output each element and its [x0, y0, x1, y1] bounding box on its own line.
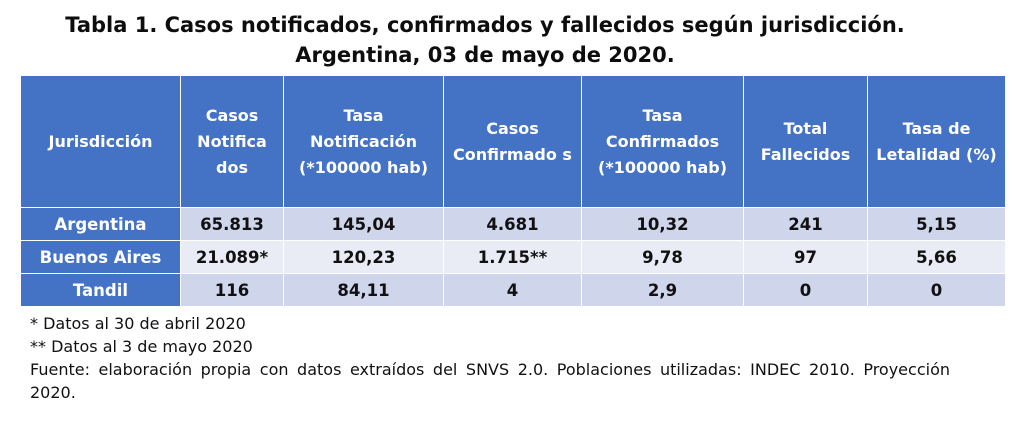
cell-casos-confirmados: 1.715** — [443, 240, 582, 274]
header-total-fallecidos: Total Fallecidos — [743, 75, 868, 208]
header-casos-notificados: Casos Notifica dos — [180, 75, 284, 208]
cell-tasa-letalidad: 5,15 — [867, 207, 1006, 241]
cell-casos-notificados: 65.813 — [180, 207, 284, 241]
cases-table: Jurisdicción Casos Notifica dos Tasa Not… — [20, 75, 1006, 307]
cell-tasa-confirmados: 9,78 — [581, 240, 744, 274]
header-tasa-letalidad: Tasa de Letalidad (%) — [867, 75, 1006, 208]
cell-tasa-notificacion: 84,11 — [283, 273, 444, 307]
cell-tasa-letalidad: 5,66 — [867, 240, 1006, 274]
footnote-1: * Datos al 30 de abril 2020 — [30, 314, 246, 333]
table-footnotes: * Datos al 30 de abril 2020 ** Datos al … — [30, 312, 950, 404]
cell-casos-confirmados: 4 — [443, 273, 582, 307]
cell-casos-confirmados: 4.681 — [443, 207, 582, 241]
cell-total-fallecidos: 241 — [743, 207, 868, 241]
header-casos-confirmados: Casos Confirmado s — [443, 75, 582, 208]
cell-tasa-confirmados: 2,9 — [581, 273, 744, 307]
cell-total-fallecidos: 97 — [743, 240, 868, 274]
header-tasa-notificacion: Tasa Notificación (*100000 hab) — [283, 75, 444, 208]
cell-jurisdiccion: Buenos Aires — [20, 240, 181, 274]
cell-jurisdiccion: Argentina — [20, 207, 181, 241]
cell-tasa-confirmados: 10,32 — [581, 207, 744, 241]
cell-jurisdiccion: Tandil — [20, 273, 181, 307]
title-line-1: Tabla 1. Casos notificados, confirmados … — [65, 13, 905, 37]
table-title: Tabla 1. Casos notificados, confirmados … — [0, 10, 970, 70]
header-jurisdiccion: Jurisdicción — [20, 75, 181, 208]
cell-casos-notificados: 116 — [180, 273, 284, 307]
header-tasa-confirmados: Tasa Confirmados (*100000 hab) — [581, 75, 744, 208]
table-row: Buenos Aires 21.089* 120,23 1.715** 9,78… — [20, 240, 1006, 274]
cell-total-fallecidos: 0 — [743, 273, 868, 307]
footnote-2: ** Datos al 3 de mayo 2020 — [30, 337, 253, 356]
table-row: Argentina 65.813 145,04 4.681 10,32 241 … — [20, 207, 1006, 241]
title-line-2: Argentina, 03 de mayo de 2020. — [295, 43, 675, 67]
cell-tasa-notificacion: 120,23 — [283, 240, 444, 274]
source-note: Fuente: elaboración propia con datos ext… — [30, 360, 950, 402]
cell-casos-notificados: 21.089* — [180, 240, 284, 274]
table-row: Tandil 116 84,11 4 2,9 0 0 — [20, 273, 1006, 307]
header-row: Jurisdicción Casos Notifica dos Tasa Not… — [20, 75, 1006, 208]
cell-tasa-notificacion: 145,04 — [283, 207, 444, 241]
cell-tasa-letalidad: 0 — [867, 273, 1006, 307]
